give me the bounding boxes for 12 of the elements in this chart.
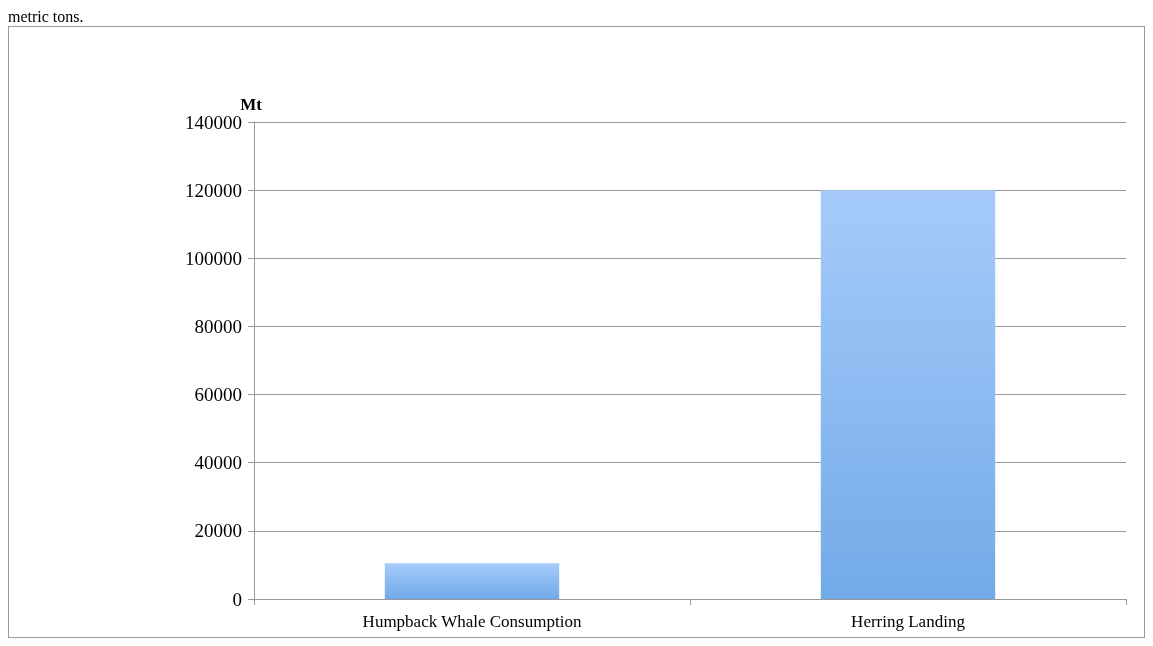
text: metric tons. — [8, 8, 85, 26]
y-tick-label: 120000 — [185, 179, 242, 201]
y-tick-label: 140000 — [185, 111, 242, 133]
y-tick-label: 20000 — [194, 520, 242, 542]
x-tick-label: Humpback Whale Consumption — [362, 612, 582, 631]
y-axis-title: Mt — [240, 94, 263, 114]
y-tick-label: 40000 — [194, 452, 242, 474]
y-tick-label: 0 — [232, 588, 242, 610]
y-tick-label: 80000 — [194, 315, 242, 337]
y-tick-label: 100000 — [185, 247, 242, 269]
y-tick-label: 60000 — [194, 384, 242, 406]
x-tick-label: Herring Landing — [851, 612, 966, 631]
